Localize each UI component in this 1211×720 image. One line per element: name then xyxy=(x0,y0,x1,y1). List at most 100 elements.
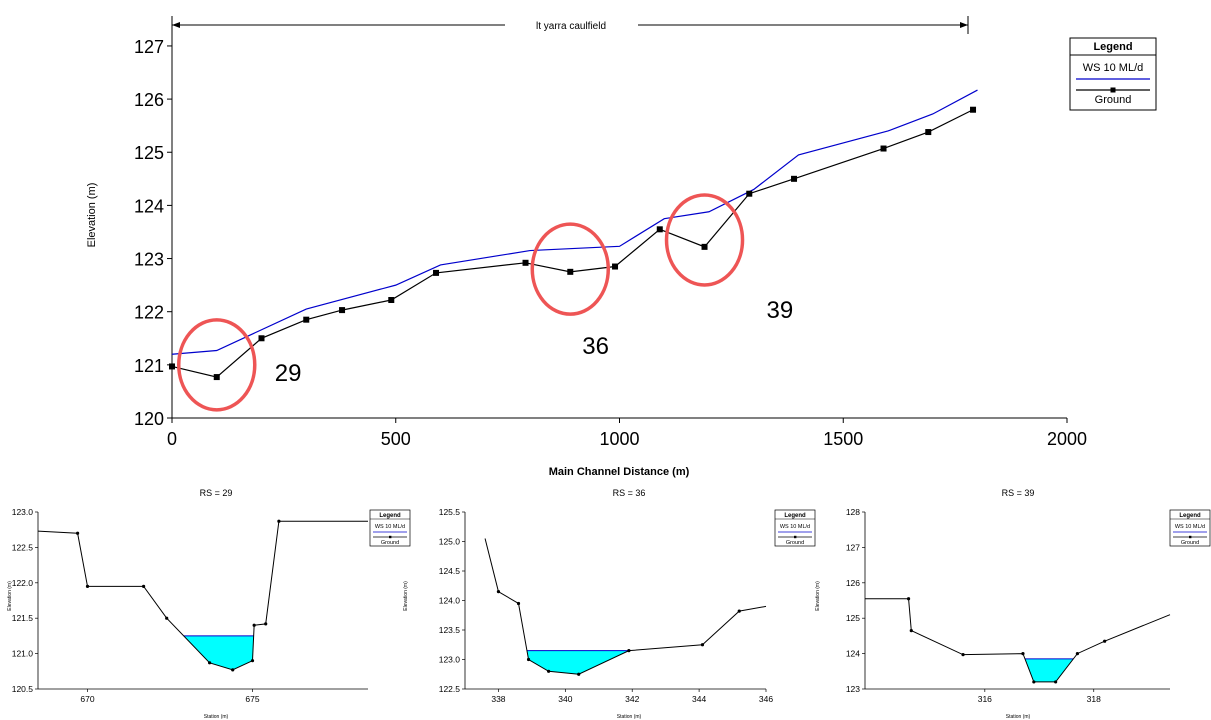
rs29-water-fill xyxy=(183,635,254,670)
rs29-legend-ws: WS 10 ML/d xyxy=(375,524,405,530)
rs36-x-tick-label: 344 xyxy=(692,694,706,704)
profile-y-tick-label: 125 xyxy=(134,143,164,163)
legend-box xyxy=(1069,37,1157,111)
rs36-ground-point xyxy=(737,609,741,613)
rs36-legend-ground: Ground xyxy=(786,540,804,546)
profile-series xyxy=(169,89,978,381)
rs36-y-tick-label: 123.5 xyxy=(439,625,461,635)
rs39-plot: 123 124 125 126 127 128 316 318 xyxy=(846,507,1171,704)
rs29-ground-point xyxy=(76,531,80,535)
rs29-xlabel: Station (m) xyxy=(204,714,229,720)
ground-point xyxy=(303,316,310,323)
rs36-legend-title: Legend xyxy=(784,513,806,519)
rs29-y-tick-label: 121.5 xyxy=(12,613,34,623)
rs36-plot: 122.5 123.0 123.5 124.0 124.5 125.0 125.5 338 34… xyxy=(439,507,774,704)
rs36-y-tick-label: 125.5 xyxy=(439,507,461,517)
rs39-ground-point xyxy=(961,653,965,657)
profile-annotations: 29 36 39 xyxy=(177,193,793,412)
rs39-y-tick-label: 127 xyxy=(846,542,860,552)
rs39-y-tick-label: 126 xyxy=(846,578,860,588)
ground-point xyxy=(791,175,798,182)
rs29-plot: 120.5 121.0 121.5 122.0 122.5 123.0 670 675 xyxy=(12,507,368,704)
profile-axes xyxy=(171,30,1067,419)
highlight-circle-29 xyxy=(177,318,257,412)
rs29-ground-point xyxy=(231,668,235,672)
rs29-ground-point xyxy=(165,616,169,620)
profile-legend: Legend WS 10 ML/d Ground xyxy=(1069,37,1157,111)
legend-ground-marker xyxy=(1110,87,1116,93)
rs29-y-tick-label: 123.0 xyxy=(12,507,34,517)
ground-point xyxy=(970,106,977,113)
rs36-y-tick-label: 122.5 xyxy=(439,684,461,694)
reach-label: lt yarra caulfield xyxy=(536,21,606,32)
cross-section-callout-29: 29 xyxy=(275,360,302,387)
reach-arrow-head-left xyxy=(172,22,180,28)
rs39-ground-point xyxy=(1054,680,1058,684)
rs36-water-fill xyxy=(526,650,629,675)
profile-chart: lt yarra caulfield 0 500 1000 1500 2000 120 12… xyxy=(86,16,1157,478)
ground-point xyxy=(880,145,887,152)
profile-x-tick-label: 2000 xyxy=(1047,429,1087,449)
rs29-ground-point xyxy=(252,623,256,627)
highlight-circle-36 xyxy=(530,222,611,316)
rs39-y-tick-label: 124 xyxy=(846,649,860,659)
ground-point xyxy=(388,297,395,304)
profile-x-tick-label: 500 xyxy=(381,429,411,449)
legend-entry-ground: Ground xyxy=(1095,94,1132,106)
rs29-ground-point xyxy=(208,661,212,665)
ground-point xyxy=(746,190,753,197)
cross-section-rs36: RS = 36 Elevation (m) Station (m) 122.51… xyxy=(403,488,816,720)
cross-section-callout-36: 36 xyxy=(582,333,609,360)
rs39-ylabel: Elevation (m) xyxy=(815,581,821,611)
ground-point xyxy=(169,363,175,370)
rs39-xlabel: Station (m) xyxy=(1006,714,1031,720)
rs29-x-tick-label: 670 xyxy=(80,694,94,704)
rs36-ground-line xyxy=(484,538,767,675)
ground-series-line xyxy=(171,109,974,378)
rs36-x-tick-label: 346 xyxy=(759,694,773,704)
ground-point xyxy=(612,263,619,270)
profile-y-tick-label: 121 xyxy=(134,356,164,376)
reach-banner: lt yarra caulfield xyxy=(171,16,969,34)
profile-x-tick-label: 1500 xyxy=(823,429,863,449)
rs39-legend-ws: WS 10 ML/d xyxy=(1175,524,1205,530)
rs36-legend-box xyxy=(774,509,816,547)
ground-point xyxy=(213,374,220,381)
profile-y-tick-label: 123 xyxy=(134,250,164,270)
rs36-y-tick-label: 123.0 xyxy=(439,655,461,665)
rs29-legend-title: Legend xyxy=(379,513,401,519)
rs39-ground-point xyxy=(1103,639,1107,643)
ground-point xyxy=(522,259,529,266)
rs39-water-fill xyxy=(1024,658,1074,682)
rs36-y-tick-label: 124.5 xyxy=(439,566,461,576)
rs39-legend: Legend WS 10 ML/d Ground xyxy=(1169,509,1211,547)
rs36-x-tick-label: 340 xyxy=(558,694,572,704)
rs29-legend-ground-marker xyxy=(389,535,392,539)
rs36-ground-point xyxy=(526,657,531,662)
rs29-y-tick-label: 120.5 xyxy=(12,684,34,694)
rs36-x-tick-label: 338 xyxy=(491,694,505,704)
profile-y-tick-label: 126 xyxy=(134,90,164,110)
rs39-legend-ground-marker xyxy=(1189,535,1192,539)
rs39-y-tick-label: 123 xyxy=(846,684,860,694)
rs39-ground-line xyxy=(865,598,1171,683)
rs36-xlabel: Station (m) xyxy=(617,714,642,720)
ground-point xyxy=(258,335,265,342)
rs36-legend-ws: WS 10 ML/d xyxy=(780,524,810,530)
rs29-legend: Legend WS 10 ML/d Ground xyxy=(369,509,411,547)
rs36-x-tick-label: 342 xyxy=(625,694,639,704)
ground-point xyxy=(656,226,663,233)
rs39-ground-point xyxy=(909,628,913,633)
rs29-ground-point xyxy=(142,584,146,588)
rs29-ylabel: Elevation (m) xyxy=(7,581,13,611)
rs36-y-tick-label: 125.0 xyxy=(439,537,461,547)
rs39-legend-title: Legend xyxy=(1179,513,1201,519)
rs36-y-tick-label: 124.0 xyxy=(439,596,461,606)
rs36-ground-point xyxy=(577,672,581,676)
rs39-legend-ground: Ground xyxy=(1181,540,1199,546)
rs39-title: RS = 39 xyxy=(1002,488,1035,498)
rs29-y-tick-label: 122.0 xyxy=(12,578,34,588)
rs36-ground-point xyxy=(516,601,521,606)
rs36-ground-point xyxy=(627,649,631,653)
